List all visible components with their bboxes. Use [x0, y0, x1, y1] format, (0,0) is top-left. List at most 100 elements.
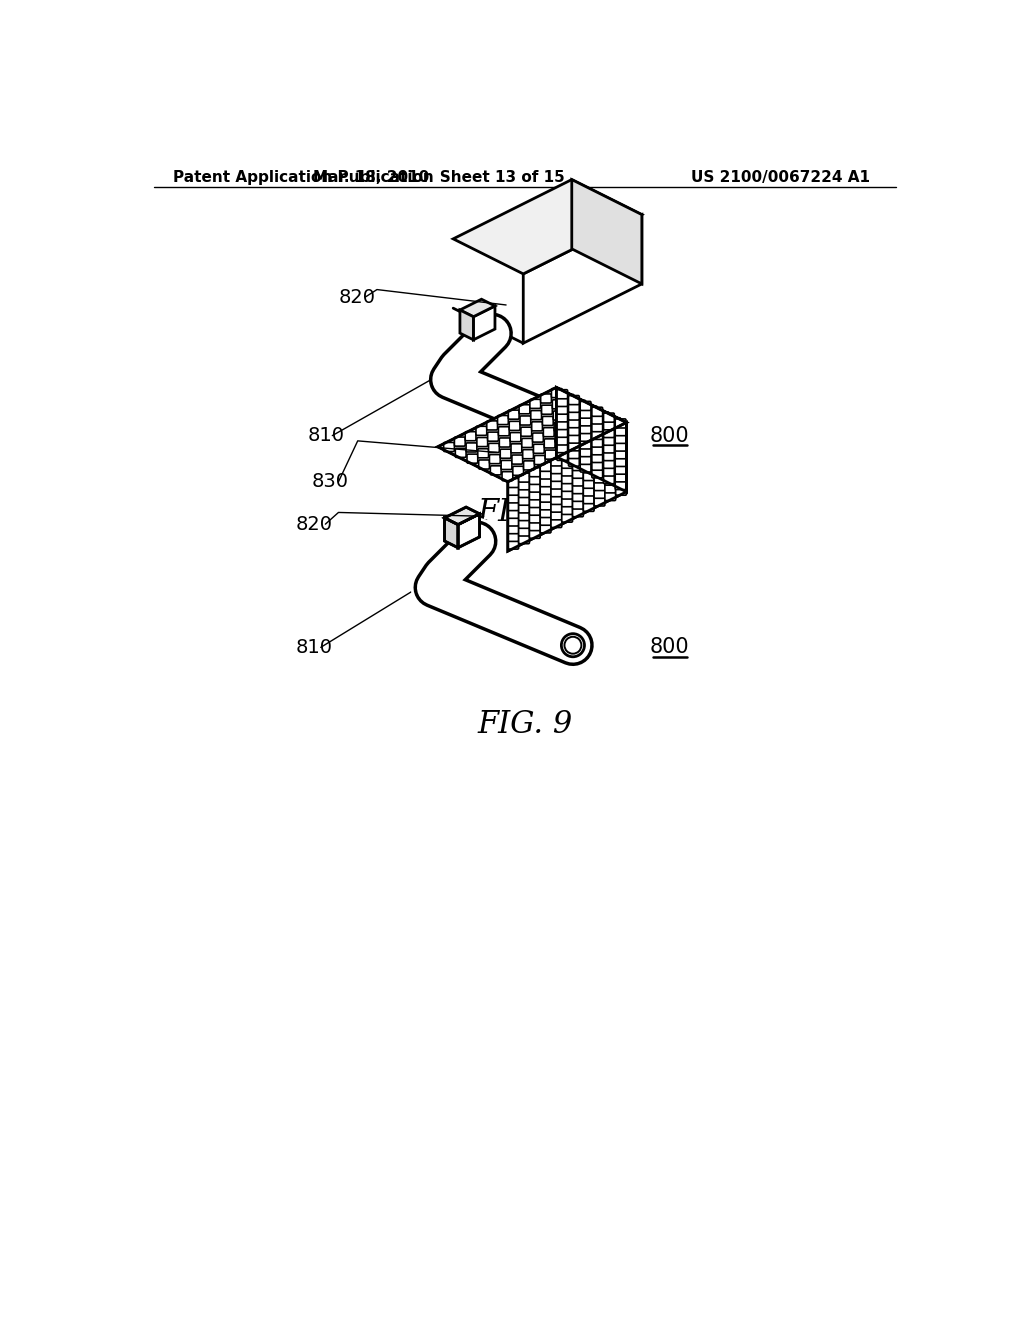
FancyBboxPatch shape	[508, 411, 519, 420]
FancyBboxPatch shape	[509, 421, 520, 430]
FancyBboxPatch shape	[551, 495, 562, 504]
FancyBboxPatch shape	[603, 467, 614, 477]
FancyBboxPatch shape	[531, 422, 543, 430]
FancyBboxPatch shape	[541, 470, 551, 479]
FancyBboxPatch shape	[572, 469, 584, 478]
FancyBboxPatch shape	[518, 480, 529, 490]
FancyBboxPatch shape	[529, 521, 541, 531]
FancyBboxPatch shape	[551, 480, 562, 488]
FancyBboxPatch shape	[581, 463, 591, 473]
FancyBboxPatch shape	[581, 401, 591, 411]
FancyBboxPatch shape	[572, 446, 584, 455]
FancyBboxPatch shape	[568, 411, 580, 420]
FancyBboxPatch shape	[512, 455, 522, 465]
FancyBboxPatch shape	[541, 524, 551, 533]
FancyBboxPatch shape	[534, 445, 544, 453]
FancyBboxPatch shape	[584, 449, 594, 458]
FancyBboxPatch shape	[572, 462, 584, 470]
FancyBboxPatch shape	[541, 494, 551, 502]
FancyBboxPatch shape	[508, 540, 518, 549]
FancyBboxPatch shape	[564, 405, 574, 414]
FancyBboxPatch shape	[572, 500, 584, 510]
Polygon shape	[454, 180, 642, 275]
Circle shape	[580, 429, 597, 446]
FancyBboxPatch shape	[615, 473, 626, 482]
FancyBboxPatch shape	[520, 416, 530, 425]
FancyBboxPatch shape	[541, 462, 551, 471]
FancyBboxPatch shape	[594, 450, 605, 459]
Polygon shape	[438, 388, 627, 482]
FancyBboxPatch shape	[605, 445, 615, 454]
FancyBboxPatch shape	[562, 498, 572, 507]
FancyBboxPatch shape	[557, 444, 567, 453]
FancyBboxPatch shape	[615, 480, 626, 490]
FancyBboxPatch shape	[581, 417, 591, 426]
FancyBboxPatch shape	[603, 429, 614, 437]
FancyBboxPatch shape	[592, 430, 603, 440]
FancyBboxPatch shape	[557, 413, 567, 422]
FancyBboxPatch shape	[615, 465, 626, 474]
FancyBboxPatch shape	[529, 529, 541, 539]
FancyBboxPatch shape	[467, 454, 478, 463]
FancyBboxPatch shape	[518, 488, 529, 498]
Text: 800: 800	[650, 638, 689, 657]
FancyBboxPatch shape	[615, 458, 626, 466]
FancyBboxPatch shape	[615, 440, 627, 449]
Polygon shape	[473, 306, 495, 339]
FancyBboxPatch shape	[518, 527, 529, 536]
FancyBboxPatch shape	[489, 454, 501, 463]
FancyBboxPatch shape	[557, 397, 567, 407]
FancyBboxPatch shape	[592, 422, 603, 432]
FancyBboxPatch shape	[603, 436, 614, 445]
FancyBboxPatch shape	[594, 458, 605, 467]
FancyBboxPatch shape	[508, 517, 518, 525]
FancyBboxPatch shape	[518, 473, 529, 482]
FancyBboxPatch shape	[572, 484, 584, 494]
FancyBboxPatch shape	[541, 486, 551, 495]
Text: 820: 820	[296, 515, 333, 533]
Text: 810: 810	[296, 638, 333, 657]
Text: FIG. 8: FIG. 8	[477, 498, 572, 528]
FancyBboxPatch shape	[557, 421, 567, 429]
FancyBboxPatch shape	[501, 449, 511, 458]
FancyBboxPatch shape	[499, 426, 509, 436]
Circle shape	[577, 426, 600, 449]
FancyBboxPatch shape	[554, 422, 565, 432]
FancyBboxPatch shape	[557, 389, 567, 399]
FancyBboxPatch shape	[584, 479, 594, 488]
FancyBboxPatch shape	[615, 426, 626, 436]
Text: 800: 800	[650, 425, 689, 446]
FancyBboxPatch shape	[568, 457, 580, 466]
FancyBboxPatch shape	[603, 413, 614, 422]
FancyBboxPatch shape	[577, 422, 588, 432]
FancyBboxPatch shape	[529, 400, 541, 408]
FancyBboxPatch shape	[562, 490, 572, 499]
FancyBboxPatch shape	[568, 403, 580, 412]
FancyBboxPatch shape	[592, 461, 603, 470]
Polygon shape	[571, 180, 642, 284]
FancyBboxPatch shape	[557, 436, 567, 445]
FancyBboxPatch shape	[581, 432, 591, 441]
FancyBboxPatch shape	[510, 433, 521, 442]
FancyBboxPatch shape	[566, 428, 577, 437]
FancyBboxPatch shape	[529, 499, 541, 507]
FancyBboxPatch shape	[501, 461, 512, 470]
FancyBboxPatch shape	[544, 428, 554, 437]
FancyBboxPatch shape	[594, 496, 605, 506]
FancyBboxPatch shape	[594, 482, 605, 491]
FancyBboxPatch shape	[529, 491, 541, 500]
FancyBboxPatch shape	[594, 466, 605, 475]
FancyBboxPatch shape	[530, 411, 542, 420]
Text: 820: 820	[339, 288, 376, 306]
FancyBboxPatch shape	[535, 455, 545, 465]
FancyBboxPatch shape	[592, 407, 603, 416]
FancyBboxPatch shape	[456, 449, 466, 457]
FancyBboxPatch shape	[551, 503, 562, 512]
FancyBboxPatch shape	[502, 471, 513, 480]
FancyBboxPatch shape	[572, 477, 584, 486]
FancyBboxPatch shape	[541, 393, 552, 403]
FancyBboxPatch shape	[574, 400, 586, 409]
FancyBboxPatch shape	[486, 421, 498, 430]
FancyBboxPatch shape	[518, 496, 529, 506]
FancyBboxPatch shape	[477, 437, 487, 446]
